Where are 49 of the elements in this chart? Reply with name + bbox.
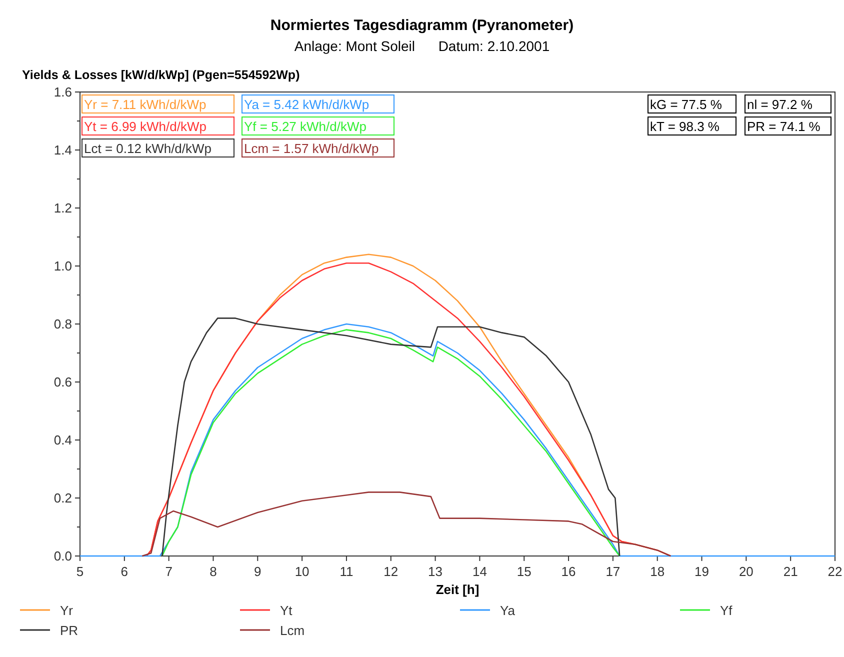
legend-label: Yf [720,603,733,618]
annotation: Yt = 6.99 kWh/d/kWp [84,119,206,134]
annotation: nl = 97.2 % [747,97,813,112]
y-tick-label: 0.6 [54,374,72,390]
annotation: kT = 98.3 % [650,119,720,134]
annotation: Ya = 5.42 kWh/d/kWp [244,97,370,112]
x-tick-label: 13 [428,564,443,579]
chart-title: Normiertes Tagesdiagramm (Pyranometer) [270,17,574,34]
y-axis-title: Yields & Losses [kW/d/kWp] (Pgen=554592Wp) [22,68,300,82]
y-tick-label: 0.2 [54,490,72,506]
x-tick-label: 21 [783,564,798,579]
x-tick-label: 9 [254,564,262,579]
legend-label: Ya [500,603,516,618]
x-tick-label: 10 [294,564,310,579]
annotation: Yf = 5.27 kWh/d/kWp [244,119,366,134]
x-tick-label: 16 [561,564,576,579]
x-tick-label: 5 [76,564,84,579]
x-tick-label: 17 [606,564,620,579]
x-tick-label: 20 [738,564,754,579]
y-tick-label: 1.0 [54,258,72,274]
y-tick-label: 0.8 [54,316,72,332]
legend-label: PR [60,623,78,638]
y-tick-label: 0.4 [54,432,72,448]
y-tick-label: 1.2 [54,200,72,216]
x-tick-label: 19 [694,564,709,579]
x-tick-label: 8 [210,564,217,579]
annotation: Lct = 0.12 kWh/d/kWp [84,141,212,156]
chart-subtitle: Anlage: Mont Soleil Datum: 2.10.2001 [294,38,550,54]
y-tick-label: 0.0 [54,548,72,564]
legend-label: Yt [280,603,293,618]
legend-label: Yr [60,603,74,618]
x-tick-label: 6 [120,564,128,579]
x-tick-label: 7 [165,564,172,579]
y-tick-label: 1.4 [54,142,72,158]
y-tick-label: 1.6 [54,84,72,100]
line-series [79,323,836,557]
x-tick-label: 12 [384,564,398,579]
annotation: kG = 77.5 % [650,97,722,112]
x-tick-label: 22 [828,564,842,579]
annotation: Lcm = 1.57 kWh/d/kWp [244,141,379,156]
x-tick-label: 18 [650,564,665,579]
x-tick-label: 15 [516,564,532,579]
line-series [142,492,672,557]
x-tick-label: 11 [340,564,354,579]
x-axis-title: Zeit [h] [436,582,480,597]
annotation: PR = 74.1 % [747,119,821,134]
x-tick-label: 14 [472,564,487,579]
annotation: Yr = 7.11 kWh/d/kWp [84,97,206,112]
legend-label: Lcm [280,623,305,638]
